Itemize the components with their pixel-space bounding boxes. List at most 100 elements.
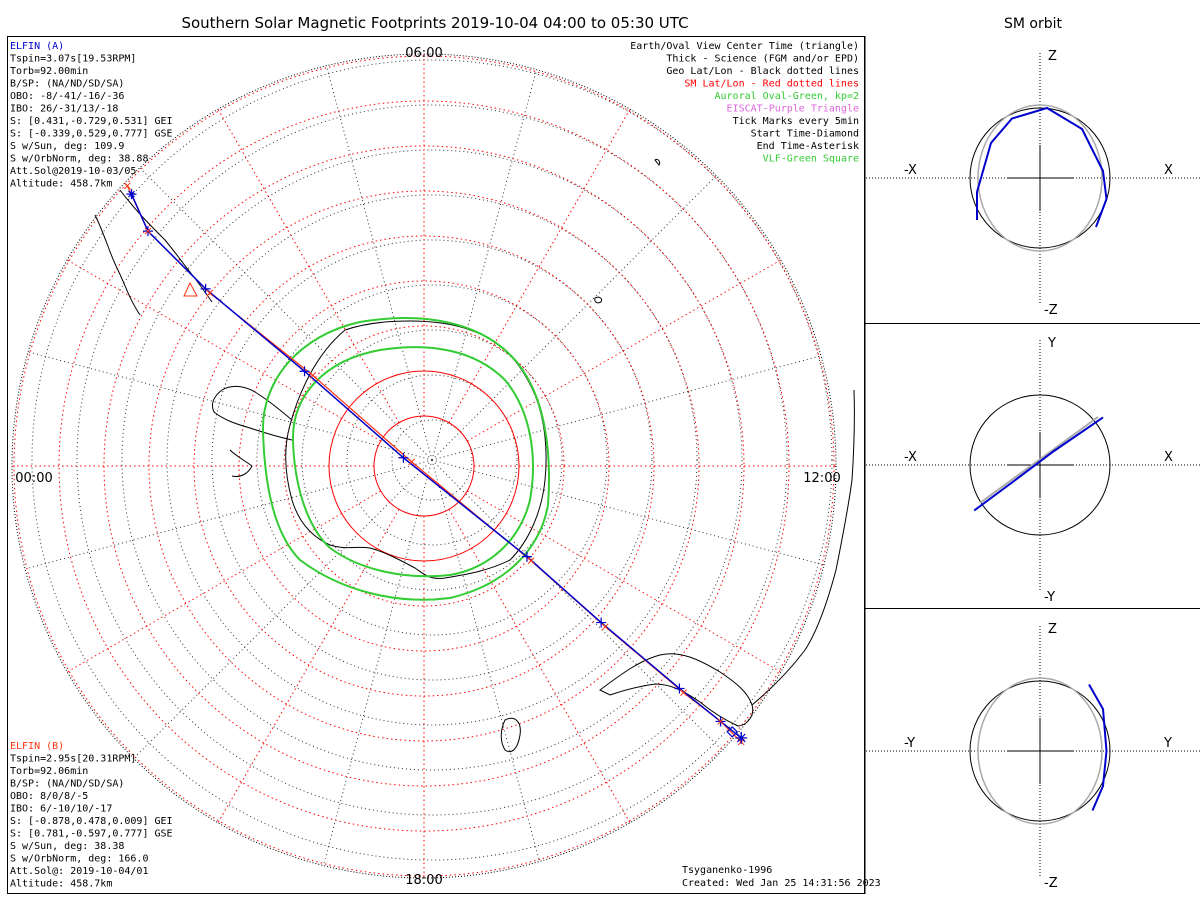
model-label: Tsyganenko-1996	[682, 865, 772, 876]
mlt-label-bottom: 18:00	[405, 873, 442, 888]
orbit-panel: Z -Z -Y Y	[866, 622, 1200, 891]
legend-entry: Geo Lat/Lon - Black dotted lines	[666, 66, 859, 77]
sm-lat-circle	[58, 100, 790, 832]
elfin-b-line: Att.Sol@: 2019-10-04/01	[10, 866, 148, 877]
legend-entry: Tick Marks every 5min	[733, 116, 859, 127]
sm-lon-line	[467, 490, 782, 673]
elfin-a-line: Torb=92.00min	[10, 66, 88, 77]
tick-mark-a	[596, 617, 607, 628]
earth-circle	[969, 680, 1111, 822]
sm-lat-circle	[148, 190, 700, 742]
geo-lat-circle	[391, 419, 473, 501]
track-elfin-a	[130, 193, 742, 739]
tick-mark-b	[601, 623, 609, 631]
tick-mark-b	[124, 182, 131, 190]
orbit-title: SM orbit	[1004, 16, 1063, 32]
elfin-a-line: Tspin=3.07s[19.53RPM]	[10, 54, 136, 65]
elfin-a-line: OBO: -8/-41/-16/-36	[10, 91, 124, 102]
start-diamond-a	[726, 726, 739, 738]
orbit-label-bottom: -Z	[1044, 876, 1058, 891]
orbit-label-top: Z	[1048, 622, 1057, 637]
tick-mark-a	[522, 551, 532, 562]
coastline	[654, 159, 661, 166]
elfin-a-line: S w/Sun, deg: 109.9	[10, 141, 124, 152]
sm-lon-line	[448, 108, 631, 423]
orbit-ref	[979, 416, 1099, 504]
orbit-elfin-a	[973, 416, 1104, 512]
tick-mark-b	[717, 718, 724, 725]
elfin-a-line: IBO: 26/-31/13/-18	[10, 104, 118, 115]
sm-lon-line	[467, 259, 782, 442]
elfin-b-line: S w/Sun, deg: 38.38	[10, 841, 124, 852]
sm-lat-circle	[103, 145, 745, 787]
tick-mark-a	[299, 366, 310, 377]
elfin-b-line: Altitude: 458.7km	[10, 879, 112, 890]
geo-lon-line	[431, 162, 730, 461]
geo-lat-circle	[211, 239, 653, 681]
elfin-a-info: ELFIN (A) Tspin=3.07s[19.53RPM]Torb=92.00…	[10, 41, 173, 190]
legend-entry: VLF-Green Square	[763, 154, 859, 165]
orbit-label-top: Y	[1047, 336, 1056, 351]
geo-lon-line	[431, 350, 836, 461]
elfin-b-line: IBO: 6/-10/10/-17	[10, 804, 112, 815]
polar-map	[11, 53, 855, 879]
coastline	[599, 653, 754, 727]
sm-lon-line	[217, 509, 400, 824]
elfin-b-line: S: [0.781,-0.597,0.777] GSE	[10, 829, 173, 840]
sm-lat-circle	[193, 235, 655, 697]
orbit-elfin-a	[1088, 684, 1108, 811]
coastline	[211, 385, 293, 441]
coastline	[94, 214, 141, 316]
geo-lon-line	[25, 350, 433, 461]
orbit-label-left: -Y	[904, 736, 915, 751]
legend-entry: Start Time-Diamond	[751, 129, 859, 140]
tick-mark-a	[398, 452, 409, 463]
orbit-ref	[977, 677, 1103, 825]
orbit-label-right: Y	[1163, 736, 1172, 751]
elfin-b-line: S: [-0.878,0.478,0.009] GEI	[10, 816, 173, 827]
auroral-oval-outer	[261, 317, 551, 601]
elfin-a-line: S: [-0.339,0.529,0.777] GSE	[10, 129, 173, 140]
satellite-tracks	[124, 182, 748, 746]
orbit-label-bottom: -Y	[1044, 590, 1055, 605]
orbit-elfin-a	[976, 106, 1108, 228]
map-boundary	[11, 53, 837, 879]
main-title: Southern Solar Magnetic Footprints 2019-…	[181, 14, 688, 32]
elfin-b-line: S w/OrbNorm, deg: 166.0	[10, 854, 148, 865]
geo-lat-circle	[121, 149, 743, 771]
elfin-b-line: OBO: 8/0/8/-5	[10, 791, 88, 802]
geo-lon-line	[322, 459, 433, 867]
elfin-b-line: Tspin=2.95s[20.31RPM]	[10, 754, 136, 765]
view-center-triangle	[183, 281, 198, 297]
geo-lon-line	[431, 459, 836, 570]
sm-lon-line	[66, 490, 381, 673]
tick-mark-b	[206, 289, 214, 297]
legend-entry: Thick - Science (FGM and/or EPD)	[666, 54, 859, 65]
tick-mark-b	[408, 458, 415, 466]
elfin-a-name: ELFIN (A)	[10, 41, 64, 52]
elfin-a-line: S w/OrbNorm, deg: 38.88	[10, 154, 148, 165]
orbit-label-left: -X	[904, 450, 917, 465]
orbit-label-right: X	[1164, 450, 1173, 465]
legend-entry: End Time-Asterisk	[757, 141, 859, 152]
elfin-b-name: ELFIN (B)	[10, 741, 64, 752]
sm-lon-line	[217, 108, 400, 423]
orbit-label-bottom: -Z	[1044, 303, 1058, 318]
coastlines	[94, 159, 855, 753]
legend: Earth/Oval View Center Time (triangle) Th…	[630, 41, 859, 165]
coastline	[229, 449, 253, 477]
earth-circle	[969, 107, 1111, 249]
elfin-b-line: B/SP: (NA/ND/SD/SA)	[10, 779, 124, 790]
sm-lon-line	[448, 509, 631, 824]
geo-lat-circle	[31, 59, 833, 861]
tick-mark-b	[680, 689, 687, 696]
end-asterisk-a	[735, 731, 748, 744]
sm-lat-circle	[13, 55, 835, 877]
elfin-b-info: ELFIN (B) Tspin=2.95s[20.31RPM]Torb=92.06…	[10, 741, 173, 890]
mlt-label-right: 12:00	[803, 471, 840, 486]
legend-entry: EISCAT-Purple Triangle	[727, 104, 859, 115]
tick-mark-a	[674, 683, 685, 694]
elfin-a-line: Att.Sol@2019-10-03/05	[10, 166, 136, 177]
orbit-panel: Y -Y -X X	[866, 336, 1200, 605]
